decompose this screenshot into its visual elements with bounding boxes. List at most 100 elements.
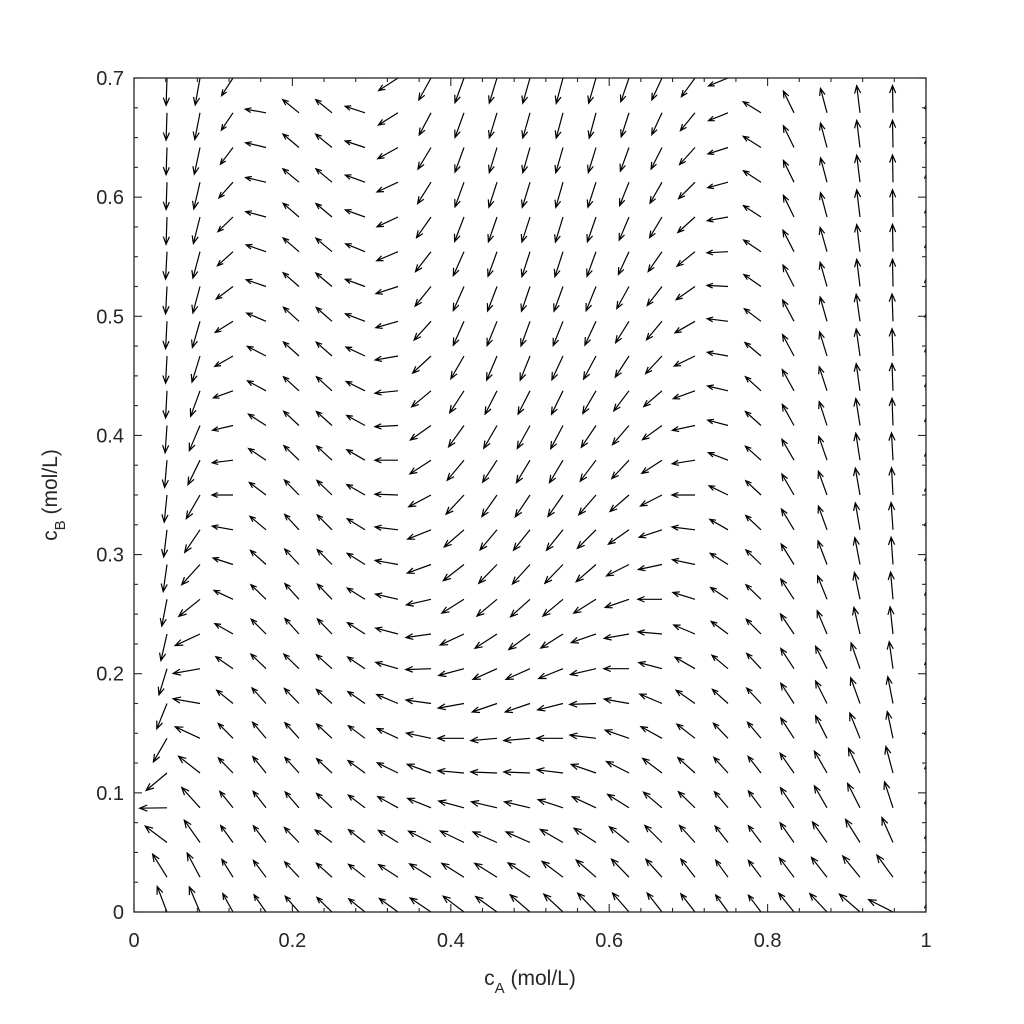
- quiver-arrow: [281, 202, 300, 218]
- quiver-arrow: [347, 724, 366, 739]
- quiver-arrow: [160, 564, 168, 594]
- quiver-arrow: [251, 755, 267, 774]
- quiver-arrow: [210, 524, 234, 531]
- quiver-arrow: [487, 216, 498, 244]
- quiver-arrow: [521, 112, 531, 140]
- quiver-arrow: [742, 273, 762, 287]
- quiver-arrow: [414, 251, 432, 273]
- quiver-arrow: [138, 804, 168, 812]
- quiver-arrow: [641, 425, 663, 441]
- quiver-arrow: [636, 629, 663, 636]
- quiver-arrow: [742, 239, 762, 253]
- quiver-arrow: [213, 320, 234, 334]
- quiver-arrow: [643, 824, 663, 843]
- quiver-arrow: [315, 757, 333, 774]
- quiver-arrow: [188, 425, 201, 453]
- quiver-arrow: [782, 193, 795, 218]
- y-tick-label: 0.4: [96, 425, 124, 447]
- quiver-arrow: [553, 286, 564, 313]
- x-axis-label-sub: A: [495, 980, 505, 997]
- quiver-arrow: [536, 798, 564, 809]
- quiver-arrow: [619, 147, 630, 173]
- quiver-arrow: [587, 78, 597, 105]
- quiver-arrow: [611, 425, 630, 446]
- quiver-arrow: [171, 668, 201, 676]
- quiver-arrow: [404, 697, 432, 705]
- quiver-arrow: [221, 858, 234, 878]
- quiver-arrow: [923, 416, 926, 426]
- quiver-arrow: [889, 118, 897, 148]
- quiver-arrow: [315, 479, 333, 496]
- quiver-arrow: [250, 618, 267, 635]
- quiver-arrow: [438, 830, 465, 844]
- quiver-arrow: [315, 792, 333, 809]
- quiver-arrow: [411, 355, 432, 375]
- quiver-arrow: [550, 390, 564, 416]
- quiver-arrow: [183, 818, 201, 843]
- quiver-arrow: [618, 216, 630, 242]
- quiver-arrow: [222, 892, 234, 912]
- quiver-arrow: [315, 896, 333, 912]
- quiver-arrow: [252, 789, 267, 809]
- quiver-arrow: [407, 494, 432, 508]
- quiver-arrow: [713, 790, 729, 809]
- quiver-arrow: [817, 504, 828, 531]
- quiver-arrow: [346, 759, 366, 774]
- quiver-arrow: [642, 390, 663, 408]
- quiver-arrow: [314, 133, 333, 148]
- quiver-arrow: [639, 494, 663, 507]
- quiver-arrow: [187, 459, 201, 487]
- quiver-arrow: [854, 153, 862, 183]
- quiver-arrow: [315, 444, 333, 461]
- quiver-arrow: [162, 112, 170, 142]
- quiver-arrow: [191, 321, 201, 350]
- quiver-arrow: [161, 460, 169, 489]
- quiver-arrow: [248, 515, 267, 531]
- quiver-arrow: [161, 529, 169, 559]
- quiver-arrow: [923, 659, 926, 669]
- quiver-arrow: [672, 355, 696, 367]
- quiver-arrow: [782, 124, 795, 148]
- quiver-arrow: [247, 413, 267, 427]
- quiver-arrow: [781, 437, 795, 461]
- quiver-arrow: [346, 690, 366, 704]
- quiver-arrow: [415, 216, 432, 239]
- quiver-arrow: [818, 365, 828, 391]
- quiver-arrow: [640, 459, 663, 475]
- quiver-arrow: [486, 321, 498, 348]
- quiver-arrow: [469, 768, 498, 776]
- quiver-arrow: [570, 796, 597, 809]
- y-tick-label: 0: [113, 902, 124, 924]
- quiver-arrow: [159, 599, 168, 628]
- quiver-arrow: [283, 547, 300, 565]
- quiver-arrow: [488, 147, 498, 175]
- quiver-arrow: [220, 78, 234, 97]
- quiver-arrow: [745, 652, 762, 670]
- quiver-arrow: [853, 501, 861, 530]
- quiver-arrow: [603, 729, 630, 739]
- quiver-arrow: [645, 320, 663, 342]
- quiver-arrow: [474, 895, 498, 912]
- quiver-arrow: [535, 734, 563, 742]
- quiver-arrow: [817, 469, 828, 496]
- quiver-arrow: [581, 390, 597, 415]
- quiver-arrow: [923, 868, 926, 878]
- quiver-arrow: [853, 431, 861, 461]
- quiver-arrow: [844, 818, 861, 843]
- quiver-arrow: [441, 895, 465, 912]
- quiver-arrow: [520, 321, 531, 348]
- quiver-arrow: [779, 612, 795, 635]
- quiver-arrow: [923, 138, 926, 148]
- quiver-arrow: [408, 459, 432, 475]
- quiver-arrow: [508, 893, 531, 912]
- quiver-arrow: [620, 112, 630, 139]
- quiver-arrow: [247, 447, 267, 461]
- quiver-arrow: [923, 277, 926, 287]
- quiver-arrow: [404, 665, 432, 673]
- quiver-arrow: [159, 633, 168, 663]
- quiver-arrow: [406, 797, 432, 809]
- quiver-arrow: [436, 702, 465, 711]
- quiver-arrow: [572, 827, 597, 844]
- quiver-arrow: [705, 316, 729, 323]
- quiver-arrow: [410, 390, 432, 408]
